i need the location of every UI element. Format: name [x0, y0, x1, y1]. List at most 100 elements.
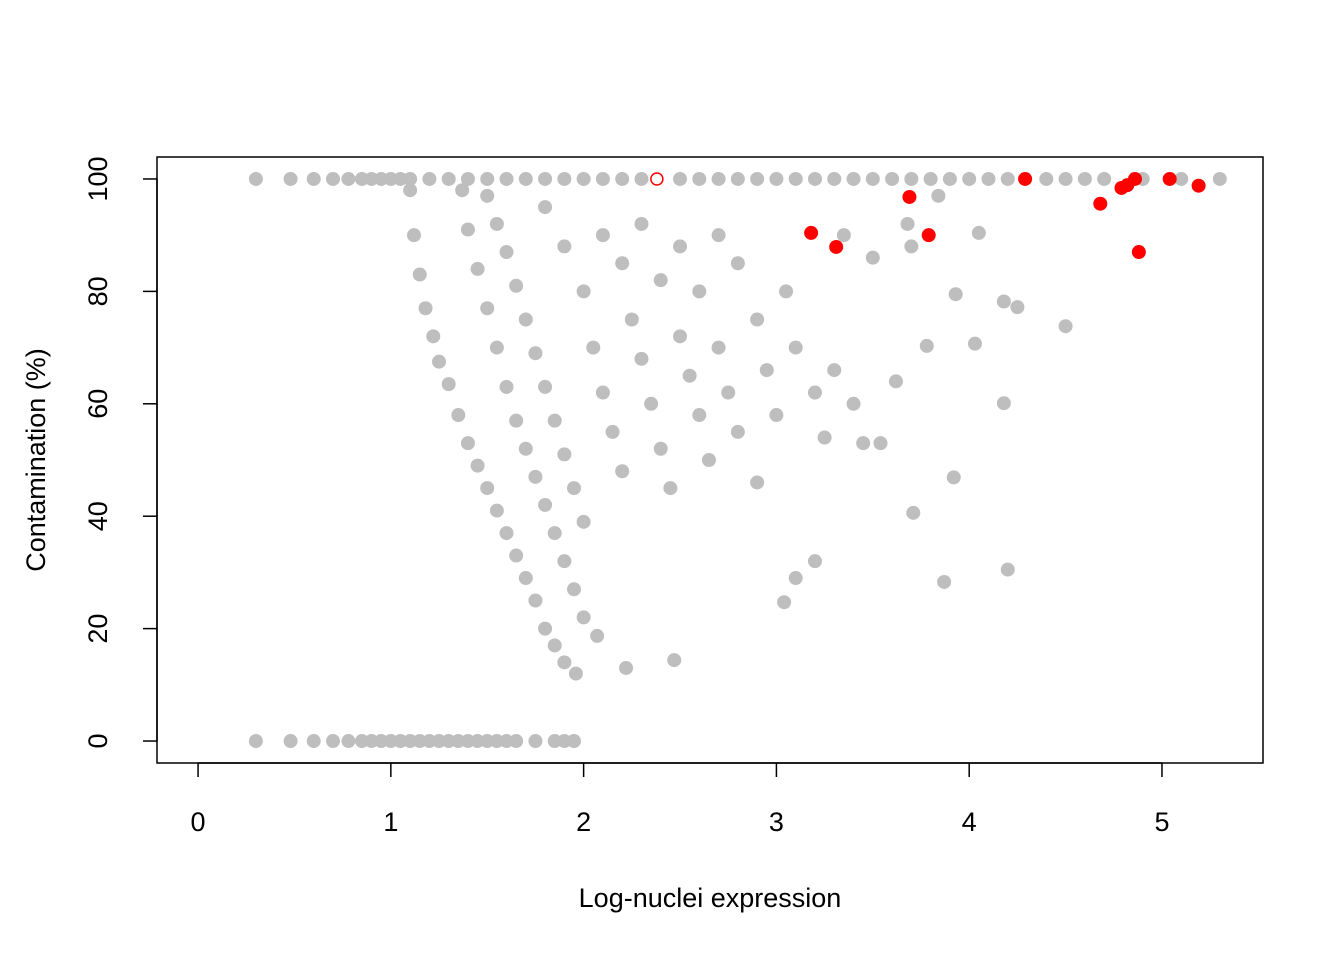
point — [432, 354, 447, 369]
point — [788, 340, 803, 355]
point — [480, 171, 495, 186]
point — [499, 734, 514, 749]
point — [769, 171, 784, 186]
point — [1162, 171, 1177, 186]
point — [1039, 171, 1054, 186]
point — [451, 408, 466, 423]
point — [967, 336, 982, 351]
point — [750, 171, 765, 186]
point — [489, 216, 504, 231]
point — [470, 261, 485, 276]
point — [1058, 171, 1073, 186]
point — [667, 653, 682, 668]
point — [692, 171, 707, 186]
point — [418, 301, 433, 316]
point — [673, 329, 688, 344]
point — [557, 447, 572, 462]
point — [605, 424, 620, 439]
point — [1000, 562, 1015, 577]
point — [341, 734, 356, 749]
point — [566, 734, 581, 749]
point — [480, 301, 495, 316]
point — [829, 239, 844, 254]
point — [650, 172, 664, 186]
point — [779, 284, 794, 299]
point — [557, 554, 572, 569]
point — [904, 171, 919, 186]
point — [701, 453, 716, 467]
point — [595, 171, 610, 186]
point — [873, 436, 888, 451]
point — [769, 408, 784, 423]
point — [306, 171, 321, 186]
point — [634, 351, 649, 366]
point — [595, 385, 610, 400]
point — [807, 385, 822, 400]
point — [856, 436, 871, 451]
point — [557, 239, 572, 254]
point — [364, 734, 379, 749]
point — [1018, 171, 1033, 186]
x-tick-label: 3 — [769, 807, 784, 837]
point — [711, 228, 726, 243]
point — [406, 228, 421, 243]
point — [1212, 171, 1227, 186]
point — [451, 734, 466, 749]
point — [441, 171, 456, 186]
point — [547, 638, 562, 653]
point — [374, 734, 389, 749]
point — [460, 734, 475, 749]
y-tick-label: 80 — [83, 276, 113, 306]
point — [888, 374, 903, 389]
point — [538, 497, 553, 512]
point — [721, 385, 736, 400]
point — [528, 593, 543, 608]
point — [692, 408, 707, 423]
point — [827, 363, 842, 378]
point — [283, 734, 298, 749]
point — [1127, 171, 1142, 186]
point — [509, 413, 524, 428]
point — [528, 469, 543, 484]
point — [615, 464, 630, 479]
point — [846, 396, 861, 411]
point — [730, 256, 745, 271]
point — [1010, 300, 1025, 315]
point — [836, 228, 851, 243]
point — [1000, 171, 1015, 186]
point — [576, 284, 591, 299]
point — [326, 734, 341, 749]
point — [538, 171, 553, 186]
point — [1058, 319, 1073, 334]
point — [759, 363, 774, 378]
point — [981, 171, 996, 186]
y-tick-label: 0 — [83, 734, 113, 749]
point — [557, 171, 572, 186]
point — [374, 171, 389, 186]
point — [480, 734, 495, 749]
point — [422, 171, 437, 186]
point — [470, 734, 485, 749]
point — [1191, 178, 1206, 193]
y-tick-label: 100 — [83, 156, 113, 201]
point — [1097, 171, 1112, 186]
point — [499, 245, 514, 260]
point — [1174, 171, 1189, 186]
point — [460, 436, 475, 451]
point — [923, 171, 938, 186]
y-tick-label: 60 — [83, 389, 113, 419]
point — [996, 396, 1011, 411]
point — [566, 582, 581, 597]
point — [393, 734, 408, 749]
point — [566, 481, 581, 496]
point — [996, 294, 1011, 309]
point — [499, 171, 514, 186]
point — [750, 312, 765, 327]
point — [489, 503, 504, 518]
y-tick-label: 40 — [83, 501, 113, 531]
point — [921, 228, 936, 243]
point — [518, 441, 533, 456]
point — [509, 734, 524, 749]
point — [730, 424, 745, 439]
